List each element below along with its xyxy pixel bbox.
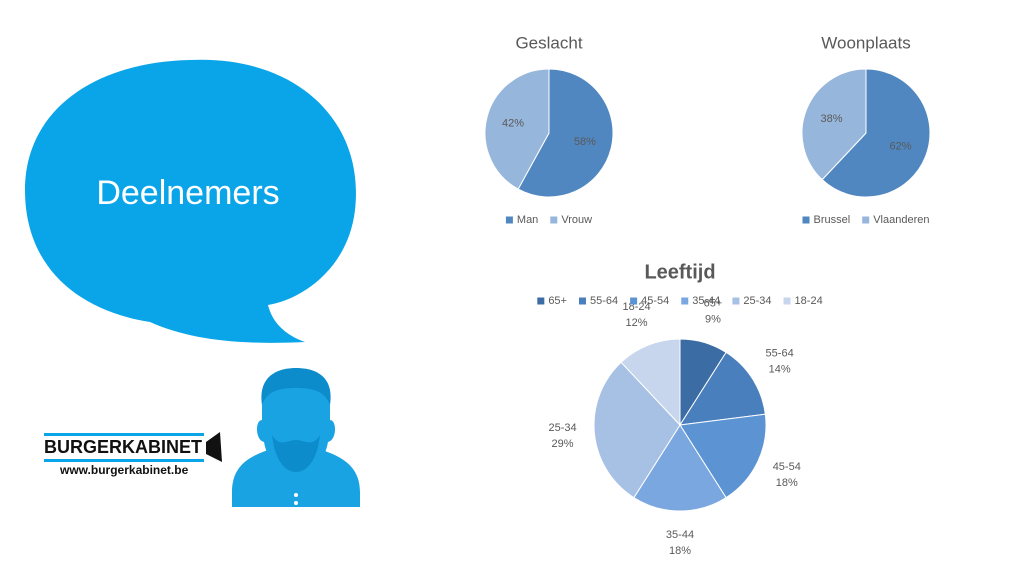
- pie-slice: [593, 361, 681, 499]
- legend-label: 25-34: [743, 295, 771, 307]
- data-label-category: 45-54: [773, 461, 801, 473]
- pie-slice: [679, 351, 766, 426]
- legend-swatch: [732, 297, 740, 305]
- data-label: 29%: [552, 438, 574, 450]
- chart-title: Geslacht: [515, 33, 582, 52]
- pie-slice: [517, 68, 614, 198]
- legend-swatch: [783, 297, 791, 305]
- legend-label: 35-44: [692, 295, 720, 307]
- speech-bubble: [25, 59, 356, 343]
- data-label: 9%: [705, 314, 721, 326]
- legend-label: 45-54: [641, 295, 669, 307]
- data-label: 12%: [626, 317, 648, 329]
- data-label: 18%: [669, 545, 691, 557]
- data-label: 14%: [769, 364, 791, 376]
- logo-text: BURGERKABINET: [44, 437, 202, 457]
- pie-slice: [821, 68, 931, 198]
- data-label: 62%: [889, 141, 911, 153]
- data-label-category: 35-44: [666, 529, 694, 541]
- legend-label: Brussel: [814, 214, 851, 226]
- chart-title: Woonplaats: [821, 33, 910, 52]
- legend-label: 65+: [548, 295, 567, 307]
- legend-swatch: [802, 216, 810, 224]
- legend-label: Man: [517, 214, 538, 226]
- data-label-category: 65+: [704, 298, 723, 310]
- pie-slice: [679, 413, 767, 499]
- slide-title: Deelnemers: [96, 174, 279, 212]
- legend-swatch: [537, 297, 545, 305]
- legend-label: 18-24: [795, 295, 823, 307]
- legend-label: Vlaanderen: [873, 214, 929, 226]
- data-label: 38%: [820, 113, 842, 125]
- legend: Man Vrouw: [505, 214, 592, 226]
- logo: BURGERKABINET www.burgerkabinet.be: [44, 432, 222, 477]
- pie-slice: [620, 338, 681, 427]
- legend: Brussel Vlaanderen: [802, 214, 929, 226]
- data-label: 42%: [502, 118, 524, 130]
- legend-swatch: [630, 297, 638, 305]
- legend-swatch: [578, 297, 586, 305]
- person-icon: [232, 368, 360, 507]
- legend-label: Vrouw: [561, 214, 592, 226]
- legend-swatch: [681, 297, 689, 305]
- legend: 65+ 55-64 45-54 35-44 25-34 18-24: [537, 295, 823, 307]
- legend-swatch: [550, 216, 558, 224]
- pie-slice: [633, 424, 727, 512]
- chart-title: Leeftijd: [644, 261, 715, 283]
- data-label-category: 55-64: [766, 348, 794, 360]
- logo-url: www.burgerkabinet.be: [59, 463, 189, 477]
- pie-slice: [801, 68, 867, 181]
- data-label-category: 25-34: [548, 422, 576, 434]
- pie-slice: [484, 68, 550, 190]
- data-label: 58%: [574, 136, 596, 148]
- data-label-category: 18-24: [622, 301, 650, 313]
- legend-label: 55-64: [590, 295, 618, 307]
- legend-swatch: [862, 216, 870, 224]
- legend-swatch: [505, 216, 513, 224]
- data-label: 18%: [776, 477, 798, 489]
